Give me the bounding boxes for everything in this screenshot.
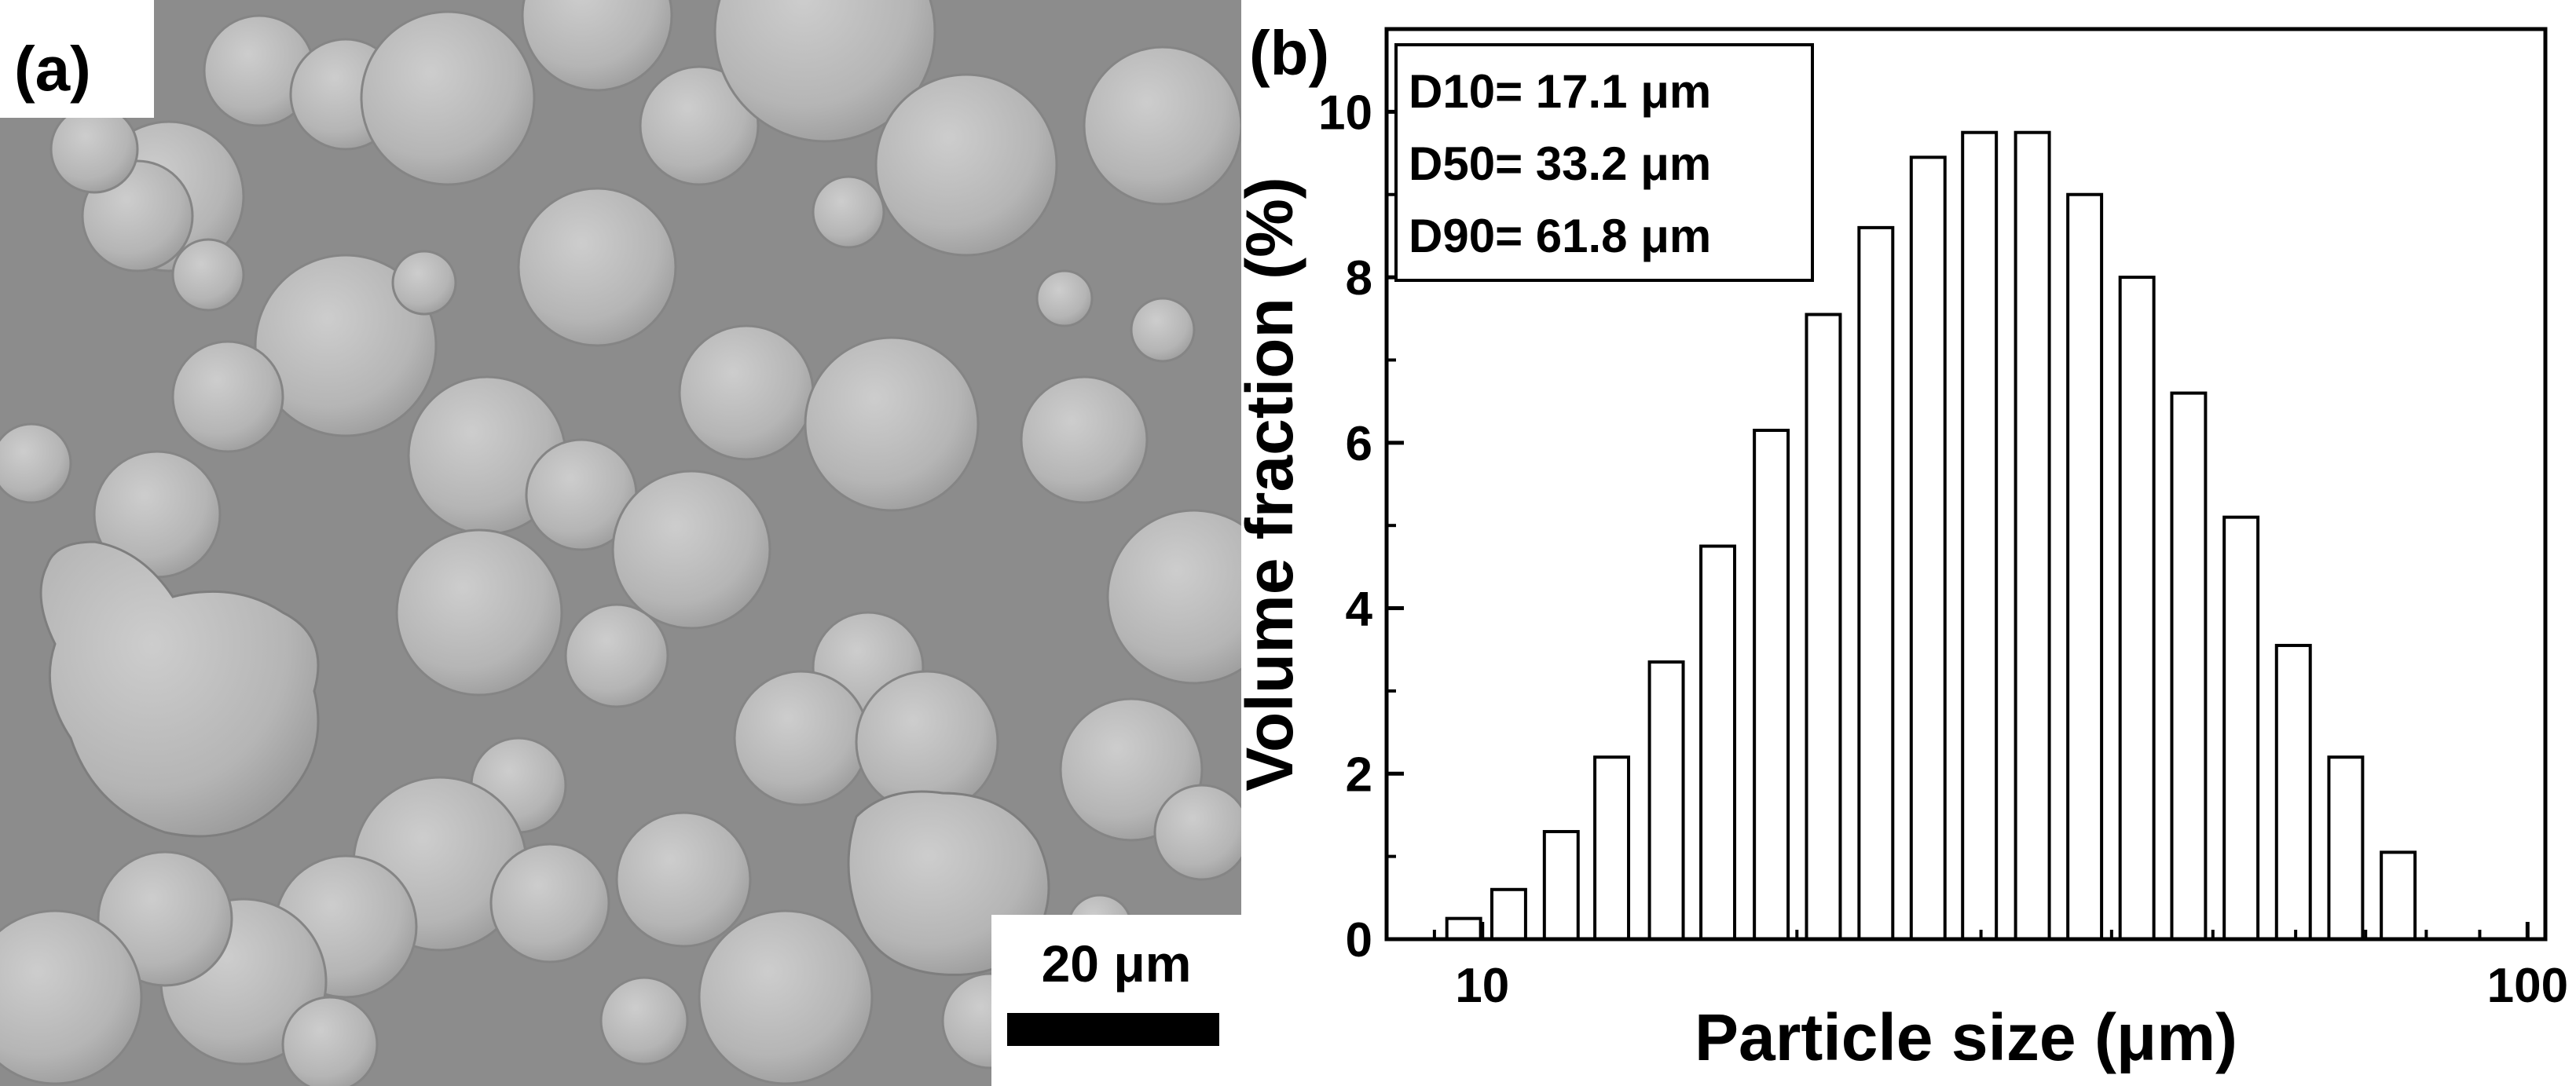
y-tick-label: 10 [1318, 86, 1372, 140]
y-tick-label: 8 [1346, 251, 1372, 305]
histogram-bar [1961, 130, 1999, 941]
d90-annotation: D90= 61.8 μm [1409, 210, 1711, 262]
spherical-particle [360, 10, 536, 186]
spherical-particle [733, 670, 870, 806]
panel-a-label: (a) [14, 34, 91, 104]
spherical-particle [391, 250, 457, 316]
spherical-particle [1083, 46, 1241, 206]
histogram-bar [2327, 755, 2365, 942]
histogram-bar [2274, 643, 2312, 942]
spherical-particle [874, 73, 1058, 257]
spherical-particle [698, 909, 874, 1085]
powder-particles [0, 0, 1241, 1086]
spherical-particle [1153, 784, 1241, 881]
d50-annotation: D50= 33.2 μm [1409, 137, 1711, 190]
y-tick-label: 6 [1346, 417, 1372, 471]
histogram-bar [1647, 660, 1685, 941]
scale-bar [1007, 1013, 1219, 1046]
spherical-particle [804, 336, 980, 512]
spherical-particle [171, 238, 245, 312]
histogram-bar [2014, 130, 2051, 941]
histogram-bar [1857, 225, 1895, 941]
sem-micrograph: (a) 20 μm [0, 0, 1241, 1086]
spherical-particle [0, 422, 72, 504]
histogram-bar [1445, 916, 1482, 941]
histogram-bar [2118, 276, 2156, 942]
spherical-particle [49, 104, 139, 194]
panel-b-label: (b) [1249, 18, 1329, 88]
spherical-particle [171, 340, 284, 453]
spherical-particle [615, 811, 752, 948]
spherical-particle [1106, 509, 1241, 685]
spherical-particle [0, 909, 143, 1085]
y-axis-label: Volume fraction (%) [1241, 177, 1306, 792]
scale-bar-box [991, 915, 1241, 1086]
y-tick-label: 4 [1346, 583, 1373, 637]
histogram-bar [1593, 755, 1631, 942]
histogram-bar [1542, 830, 1580, 941]
spherical-particle [517, 187, 677, 347]
plot-frame [1384, 27, 2548, 942]
spherical-particle [639, 65, 760, 186]
spherical-particle [254, 254, 438, 437]
spherical-particle [521, 0, 673, 92]
spherical-particle [812, 175, 885, 249]
x-tick-label: 10 [1455, 959, 1509, 1013]
axis-ticks: 0 2 4 6 8 10 10 100 [1318, 86, 2568, 1013]
spherical-particle [599, 976, 689, 1066]
histogram-bar [2170, 391, 2208, 942]
spherical-particle [395, 528, 563, 697]
spherical-particle [1035, 269, 1094, 327]
spherical-particle [678, 324, 815, 461]
histogram-bar [1699, 544, 1737, 941]
histogram-bar [2222, 515, 2260, 941]
spherical-particle [611, 470, 771, 630]
irregular-particle [39, 540, 320, 838]
spherical-particle [281, 996, 379, 1086]
histogram-bar [1490, 887, 1527, 942]
panel-a-label-box [0, 0, 154, 118]
spherical-particle [489, 843, 610, 964]
histogram-bar [1753, 429, 1790, 941]
x-tick-label: 100 [2487, 959, 2568, 1013]
d10-annotation: D10= 17.1 μm [1409, 65, 1711, 118]
spherical-particle [97, 850, 233, 987]
statistics-box [1394, 43, 1814, 282]
spherical-particle [1130, 297, 1196, 363]
scale-bar-label: 20 μm [1042, 934, 1192, 993]
spherical-particle [1020, 375, 1149, 504]
y-tick-label: 0 [1346, 913, 1372, 967]
histogram-bar [2066, 192, 2104, 941]
spherical-particle [564, 603, 669, 708]
histogram-bar [2380, 850, 2417, 941]
histogram-bar [1805, 313, 1842, 942]
y-tick-label: 2 [1346, 748, 1372, 802]
histogram-bar [1909, 155, 1947, 941]
spherical-particle [713, 0, 936, 143]
size-distribution-chart: 0 2 4 6 8 10 10 100 Volume fraction (%) Particl… [1241, 18, 2568, 1074]
x-axis-label: Particle size (μm) [1695, 1000, 2237, 1074]
